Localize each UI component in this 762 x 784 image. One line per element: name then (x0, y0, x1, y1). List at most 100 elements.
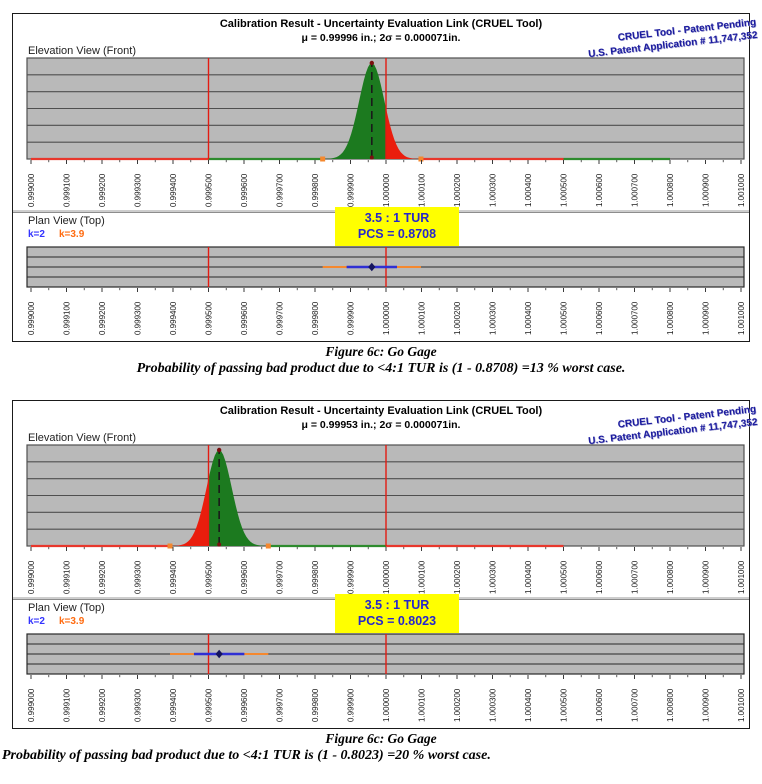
svg-text:0.999200: 0.999200 (98, 301, 107, 335)
svg-text:0.999700: 0.999700 (276, 173, 285, 207)
svg-text:0.999300: 0.999300 (134, 688, 143, 722)
svg-text:0.999900: 0.999900 (347, 301, 356, 335)
svg-text:1.000600: 1.000600 (595, 688, 604, 722)
plan-chart: 0.999000 0.999100 0.999200 0.999300 0.999400… (26, 633, 746, 722)
svg-text:0.999000: 0.999000 (27, 173, 36, 207)
legend-k39: k=3.9 (58, 229, 85, 240)
tur-value: 3.5 : 1 TUR (364, 211, 430, 225)
svg-text:1.000500: 1.000500 (560, 560, 569, 594)
svg-text:1.000000: 1.000000 (382, 688, 391, 722)
svg-text:0.999700: 0.999700 (276, 688, 285, 722)
caption-text: Probability of passing bad product due t… (2, 748, 491, 763)
svg-text:1.000800: 1.000800 (666, 688, 675, 722)
pcs-value: PCS = 0.8708 (357, 227, 437, 241)
svg-text:1.000400: 1.000400 (524, 173, 533, 207)
elevation-view-label: Elevation View (Front) (28, 432, 137, 444)
tur-value: 3.5 : 1 TUR (364, 598, 430, 612)
svg-text:0.999200: 0.999200 (98, 688, 107, 722)
svg-text:1.000700: 1.000700 (631, 301, 640, 335)
svg-text:0.999500: 0.999500 (205, 173, 214, 207)
svg-text:1.000200: 1.000200 (453, 301, 462, 335)
svg-text:0.999900: 0.999900 (347, 173, 356, 207)
svg-text:1.000300: 1.000300 (489, 173, 498, 207)
svg-text:1.000900: 1.000900 (702, 560, 711, 594)
svg-text:1.000600: 1.000600 (595, 301, 604, 335)
svg-text:1.000700: 1.000700 (631, 688, 640, 722)
svg-text:0.999500: 0.999500 (205, 301, 214, 335)
svg-text:1.000300: 1.000300 (489, 688, 498, 722)
svg-text:0.999500: 0.999500 (205, 560, 214, 594)
svg-text:0.999100: 0.999100 (63, 688, 72, 722)
svg-text:0.999600: 0.999600 (240, 173, 249, 207)
svg-text:1.000100: 1.000100 (418, 688, 427, 722)
svg-text:1.000300: 1.000300 (489, 301, 498, 335)
elevation-chart: 0.999000 0.999100 0.999200 0.999300 0.999400… (26, 57, 746, 207)
svg-text:0.999300: 0.999300 (134, 560, 143, 594)
svg-text:1.000300: 1.000300 (489, 560, 498, 594)
svg-text:1.000900: 1.000900 (702, 301, 711, 335)
elevation-chart: 0.999000 0.999100 0.999200 0.999300 0.999400… (26, 444, 746, 594)
figure-caption-2: Figure 6c: Go Gage Probability of passin… (0, 730, 762, 765)
cruel-figure-2: Calibration Result - Uncertainty Evaluat… (12, 400, 758, 729)
svg-text:0.999100: 0.999100 (63, 173, 72, 207)
svg-text:1.000200: 1.000200 (453, 560, 462, 594)
svg-text:0.999100: 0.999100 (63, 560, 72, 594)
svg-text:0.999300: 0.999300 (134, 301, 143, 335)
svg-text:1.000800: 1.000800 (666, 173, 675, 207)
svg-text:1.000600: 1.000600 (595, 173, 604, 207)
svg-text:1.000400: 1.000400 (524, 301, 533, 335)
figure-caption-1: Figure 6c: Go Gage Probability of passin… (0, 343, 762, 378)
svg-text:0.999400: 0.999400 (169, 173, 178, 207)
svg-text:0.999200: 0.999200 (98, 173, 107, 207)
svg-text:1.000900: 1.000900 (702, 173, 711, 207)
svg-text:0.999300: 0.999300 (134, 173, 143, 207)
svg-text:0.999600: 0.999600 (240, 560, 249, 594)
svg-text:1.000100: 1.000100 (418, 560, 427, 594)
svg-text:0.999700: 0.999700 (276, 301, 285, 335)
svg-text:0.999100: 0.999100 (63, 301, 72, 335)
svg-text:0.999800: 0.999800 (311, 301, 320, 335)
svg-text:0.999000: 0.999000 (27, 560, 36, 594)
svg-text:1.000800: 1.000800 (666, 560, 675, 594)
pcs-value: PCS = 0.8023 (357, 614, 437, 628)
chart-title: Calibration Result - Uncertainty Evaluat… (219, 405, 543, 417)
svg-text:1.000500: 1.000500 (560, 173, 569, 207)
caption-text: Probability of passing bad product due t… (136, 361, 626, 376)
svg-text:1.000000: 1.000000 (382, 301, 391, 335)
svg-text:0.999900: 0.999900 (347, 560, 356, 594)
svg-text:0.999900: 0.999900 (347, 688, 356, 722)
svg-text:0.999000: 0.999000 (27, 688, 36, 722)
svg-text:0.999500: 0.999500 (205, 688, 214, 722)
plan-view-label: Plan View (Top) (28, 602, 105, 614)
elevation-view-label: Elevation View (Front) (28, 45, 137, 57)
chart-title: Calibration Result - Uncertainty Evaluat… (219, 18, 543, 30)
tur-pcs-badge: 3.5 : 1 TUR PCS = 0.8708 (335, 207, 459, 246)
caption-title: Figure 6c: Go Gage (325, 731, 437, 746)
svg-text:1.000700: 1.000700 (631, 560, 640, 594)
legend-k2: k=2 (28, 229, 45, 240)
plan-chart: 0.999000 0.999100 0.999200 0.999300 0.999400… (26, 246, 746, 335)
svg-text:0.999400: 0.999400 (169, 301, 178, 335)
svg-text:1.000100: 1.000100 (418, 301, 427, 335)
svg-text:1.000200: 1.000200 (453, 173, 462, 207)
svg-text:1.000400: 1.000400 (524, 688, 533, 722)
plan-view-label: Plan View (Top) (28, 215, 105, 227)
svg-text:0.999700: 0.999700 (276, 560, 285, 594)
svg-text:1.000000: 1.000000 (382, 173, 391, 207)
svg-text:1.001000: 1.001000 (737, 301, 746, 335)
svg-text:1.000900: 1.000900 (702, 688, 711, 722)
svg-text:0.999800: 0.999800 (311, 688, 320, 722)
svg-text:0.999800: 0.999800 (311, 560, 320, 594)
svg-text:1.000500: 1.000500 (560, 301, 569, 335)
tur-pcs-badge: 3.5 : 1 TUR PCS = 0.8023 (335, 594, 459, 633)
svg-text:0.999600: 0.999600 (240, 688, 249, 722)
mu-sigma-stats: μ = 0.99953 in.; 2σ = 0.000071in. (301, 419, 461, 431)
svg-text:0.999200: 0.999200 (98, 560, 107, 594)
svg-text:1.000000: 1.000000 (382, 560, 391, 594)
svg-text:0.999400: 0.999400 (169, 688, 178, 722)
svg-text:1.001000: 1.001000 (737, 560, 746, 594)
svg-text:1.000700: 1.000700 (631, 173, 640, 207)
svg-text:0.999000: 0.999000 (27, 301, 36, 335)
svg-text:1.000200: 1.000200 (453, 688, 462, 722)
